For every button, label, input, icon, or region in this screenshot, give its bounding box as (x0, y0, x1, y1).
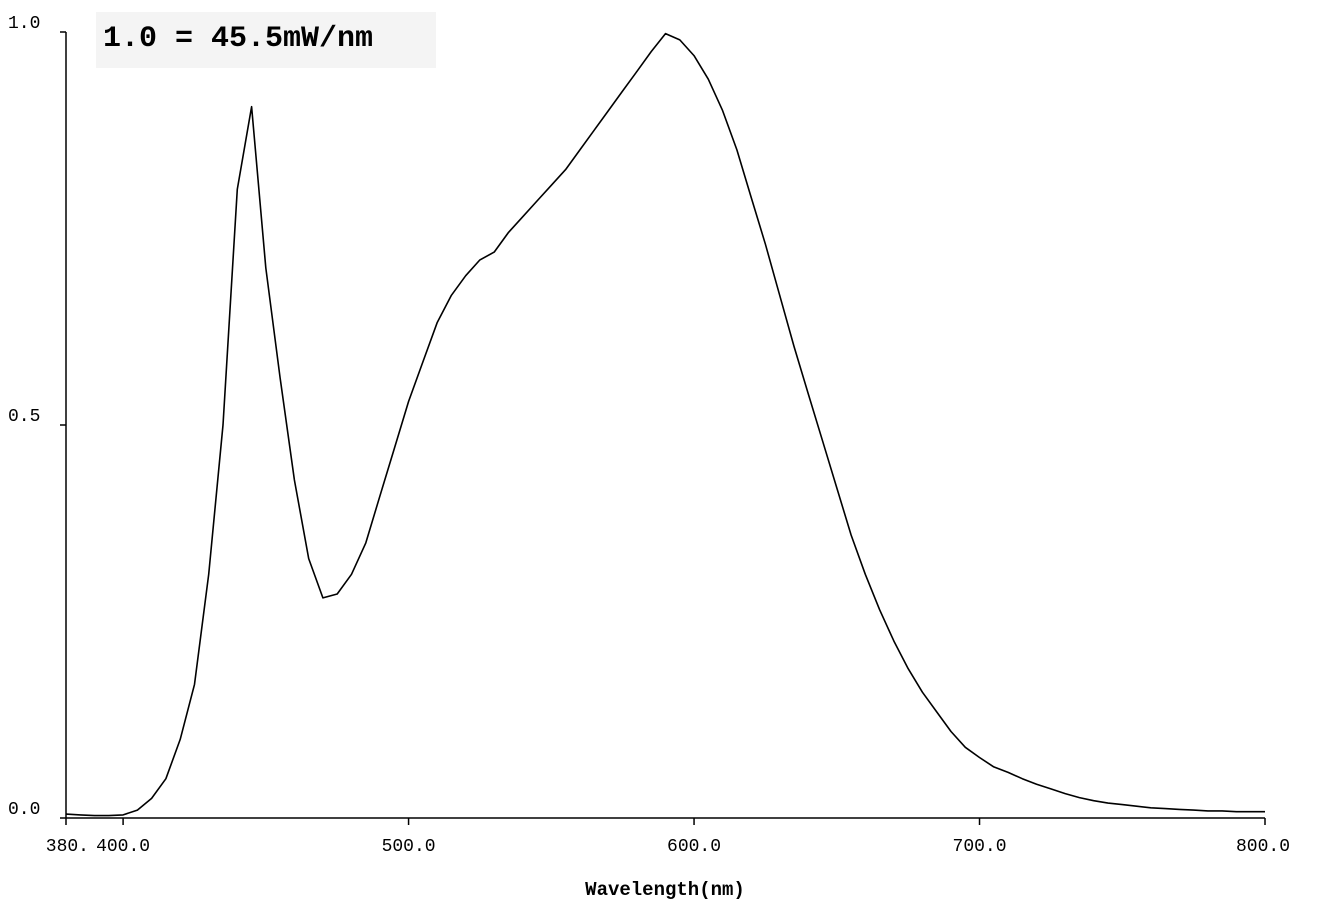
x-axis-title: Wavelength(nm) (585, 879, 745, 901)
x-tick-label: 400.0 (96, 837, 150, 857)
x-tick-label: 800.0 (1236, 837, 1290, 857)
x-tick-label: 700.0 (953, 837, 1007, 857)
x-tick-label: 500.0 (382, 837, 436, 857)
y-tick-label: 1.0 (8, 14, 40, 34)
y-axis-ticks: 0.0 0.5 1.0 (8, 14, 66, 820)
spectrum-line (65, 32, 1265, 817)
x-tick-label: 380. (46, 837, 89, 857)
x-axis-ticks: 380. 400.0 500.0 600.0 700.0 800.0 (46, 818, 1290, 857)
y-tick-label: 0.5 (8, 407, 40, 427)
chart-title: 1.0 = 45.5mW/nm (103, 22, 373, 56)
title-background (96, 12, 436, 68)
x-tick-label: 600.0 (667, 837, 721, 857)
y-tick-label: 0.0 (8, 800, 40, 820)
